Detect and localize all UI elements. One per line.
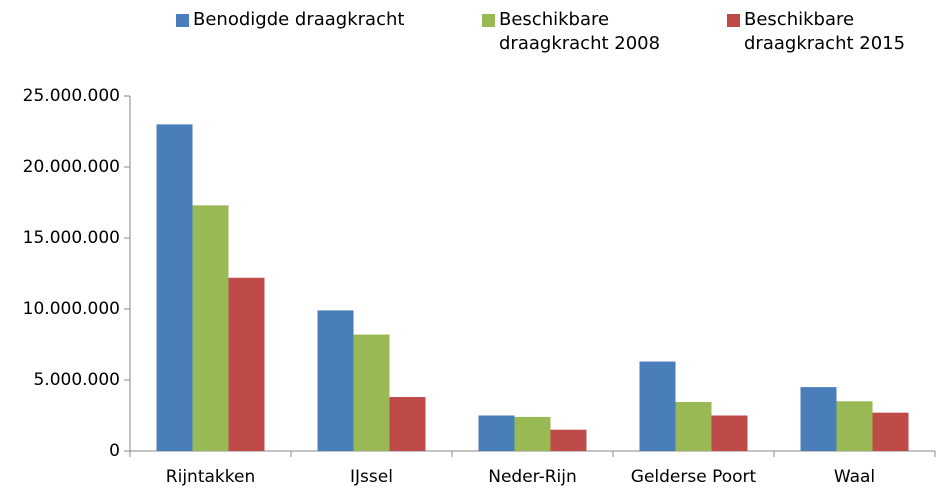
legend-entry: Benodigde draagkracht bbox=[176, 8, 453, 32]
bar bbox=[389, 397, 426, 451]
legend-swatch bbox=[727, 14, 740, 27]
x-tick-label: Neder-Rijn bbox=[488, 467, 577, 487]
legend-swatch bbox=[176, 14, 189, 27]
y-tick-label: 10.000.000 bbox=[23, 299, 120, 319]
legend-label: Beschikbare draagkracht 2008 bbox=[499, 9, 661, 54]
legend-label: Beschikbare draagkracht 2015 bbox=[744, 9, 906, 54]
bar bbox=[800, 387, 837, 451]
y-tick-label: 25.000.000 bbox=[23, 86, 120, 106]
x-tick-label: IJssel bbox=[350, 467, 393, 487]
bar bbox=[514, 416, 551, 451]
bar bbox=[478, 415, 515, 451]
y-tick-label: 0 bbox=[109, 441, 120, 461]
x-tick-label: Rijntakken bbox=[166, 467, 255, 487]
bar bbox=[836, 401, 873, 451]
x-tick-label: Gelderse Poort bbox=[631, 467, 757, 487]
bar bbox=[228, 277, 265, 451]
legend-swatch bbox=[482, 14, 495, 27]
bar bbox=[192, 205, 229, 451]
x-tick-label: Waal bbox=[834, 467, 875, 487]
bar bbox=[353, 334, 390, 451]
bar bbox=[639, 361, 676, 451]
legend-entry: Beschikbare draagkracht 2008 bbox=[482, 8, 679, 56]
bar bbox=[675, 402, 712, 451]
y-tick-label: 5.000.000 bbox=[33, 370, 120, 390]
bar bbox=[711, 415, 748, 451]
y-tick-label: 15.000.000 bbox=[23, 228, 120, 248]
bar bbox=[872, 412, 909, 451]
legend-label: Benodigde draagkracht bbox=[193, 9, 405, 30]
bar bbox=[550, 429, 587, 451]
bar bbox=[317, 310, 354, 451]
bar bbox=[156, 124, 193, 452]
y-tick-label: 20.000.000 bbox=[23, 157, 120, 177]
legend-entry: Beschikbare draagkracht 2015 bbox=[727, 8, 934, 56]
